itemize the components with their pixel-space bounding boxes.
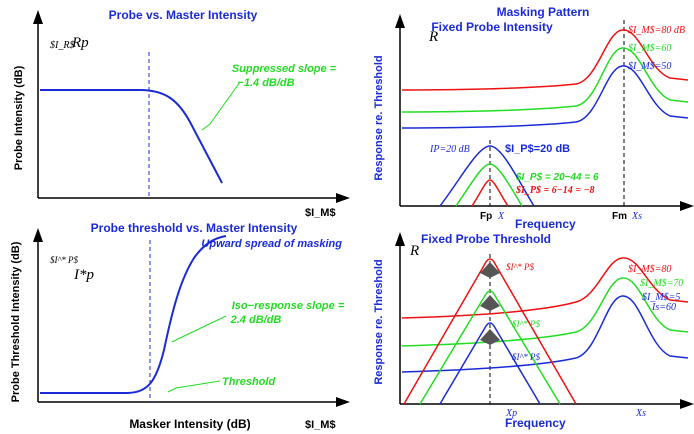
br-masker-label-0: $I_M$=80 bbox=[628, 264, 671, 275]
panel-fixed-probe-threshold: Fixed Probe Threshold Response re. Thres… bbox=[373, 232, 694, 430]
tl-annotation-line2: −1.4 dB/dB bbox=[237, 77, 294, 89]
bl-annotation-slope2: 2.4 dB/dB bbox=[230, 314, 282, 326]
tr-masker-label-60: $I_M$=60 bbox=[628, 43, 671, 54]
panel-probe-vs-master: Probe vs. Master Intensity Probe Intensi… bbox=[13, 8, 350, 219]
bl-x-end-label: $I_M$ bbox=[305, 419, 336, 431]
br-intersection-marker-red bbox=[480, 262, 500, 278]
br-masker-label-1: $I_M$=70 bbox=[640, 278, 683, 289]
tr-probe-curve-green bbox=[455, 163, 523, 207]
br-y-arrowhead bbox=[395, 232, 405, 246]
tl-annotation-leader bbox=[201, 81, 241, 131]
bl-xlabel: Masker Intensity (dB) bbox=[129, 417, 250, 431]
bl-annotation-threshold: Threshold bbox=[222, 376, 275, 388]
br-xlabel: Frequency bbox=[505, 416, 566, 430]
bl-title: Probe threshold vs. Master Intensity bbox=[91, 221, 298, 235]
bl-corner-label: $I^* P$ bbox=[50, 255, 79, 265]
br-probe-curve-red bbox=[403, 258, 577, 405]
tr-probe-label-right: $I_P$=20 dB bbox=[505, 143, 570, 155]
br-masker-curve-blue bbox=[401, 295, 689, 373]
bl-annotation-slope1: Iso−response slope = bbox=[232, 300, 345, 312]
panel-threshold-vs-master: Probe threshold vs. Master Intensity Pro… bbox=[10, 221, 350, 431]
br-intersection-marker-green bbox=[480, 295, 500, 311]
bl-ylabel: Probe Threshold Intensity (dB) bbox=[10, 241, 22, 402]
panel-masking-pattern: Masking Pattern Fixed Probe Intensity Re… bbox=[373, 5, 694, 231]
tr-subtitle: Fixed Probe Intensity bbox=[431, 20, 553, 34]
br-probe-curve-green bbox=[419, 290, 561, 405]
bl-y-arrowhead bbox=[33, 228, 43, 242]
tr-fp-tick: Fp bbox=[480, 211, 492, 222]
tr-masker-curve-50 bbox=[401, 65, 689, 129]
tr-masker-curve-80 bbox=[401, 29, 689, 91]
br-masker-label-2: $I_M$=5 bbox=[642, 292, 680, 303]
tr-masker-label-50: $I_M$=50 bbox=[628, 61, 671, 72]
tr-title: Masking Pattern bbox=[497, 5, 590, 19]
tr-y-arrowhead bbox=[395, 14, 405, 28]
tr-probe-curve-red bbox=[471, 179, 509, 207]
br-probe-label-green: $I^* P$ bbox=[512, 319, 541, 329]
tl-x-end-label: $I_M$ bbox=[305, 207, 336, 219]
tr-fp-x: X bbox=[497, 211, 505, 222]
tr-corner-symbol: R bbox=[428, 29, 438, 45]
br-corner-symbol: R bbox=[409, 243, 419, 259]
tl-title: Probe vs. Master Intensity bbox=[109, 8, 258, 22]
tl-corner-label: $I_R$ bbox=[50, 40, 74, 51]
br-xp-label: Xp bbox=[505, 408, 517, 419]
br-xs-label: Xs bbox=[635, 408, 646, 419]
tr-probe-curve-blue bbox=[439, 145, 535, 207]
bl-annotation-top: Upward spread of masking bbox=[201, 238, 342, 250]
br-x-arrowhead bbox=[680, 399, 694, 409]
br-subtitle: Fixed Probe Threshold bbox=[421, 232, 551, 246]
br-intersection-marker-blue bbox=[480, 329, 500, 345]
tr-diff-label-1: $I_P$ = 20−44 = 6 bbox=[515, 172, 599, 183]
tl-x-arrowhead bbox=[336, 193, 350, 203]
bl-threshold-leader bbox=[167, 380, 221, 393]
tl-annotation-line1: Suppressed slope = bbox=[232, 63, 337, 75]
br-masker-curve-red bbox=[401, 257, 689, 319]
bl-slope-leader bbox=[171, 315, 227, 343]
bl-x-arrowhead bbox=[336, 397, 350, 407]
br-ylabel: Response re. Threshold bbox=[373, 259, 385, 384]
br-probe-label-red: $I^* P$ bbox=[506, 262, 535, 272]
br-probe-curve-blue bbox=[439, 322, 541, 405]
br-masker-label-3: Is=60 bbox=[651, 302, 676, 313]
br-probe-label-blue: $I^* P$ bbox=[512, 352, 541, 362]
tr-fm-x: Xs bbox=[631, 211, 642, 222]
bl-corner-symbol: I*p bbox=[73, 267, 94, 283]
tl-probe-curve bbox=[40, 89, 223, 184]
tr-diff-label-2: $I_P$ = 6−14 = −8 bbox=[515, 185, 595, 196]
tr-masker-label-80: $I_M$=80 dB bbox=[628, 25, 685, 36]
tl-y-arrowhead bbox=[33, 10, 43, 24]
tr-fm-tick: Fm bbox=[612, 211, 627, 222]
tl-ylabel: Probe Intensity (dB) bbox=[13, 65, 25, 170]
tl-corner-symbol: Rp bbox=[71, 35, 89, 51]
tr-x-arrowhead bbox=[680, 201, 694, 211]
tr-xlabel: Frequency bbox=[515, 217, 576, 231]
tr-masker-curve-60 bbox=[401, 47, 689, 113]
tr-probe-label-left: IP=20 dB bbox=[429, 144, 470, 155]
tr-ylabel: Response re. Threshold bbox=[373, 55, 385, 180]
bl-threshold-curve bbox=[40, 235, 227, 394]
